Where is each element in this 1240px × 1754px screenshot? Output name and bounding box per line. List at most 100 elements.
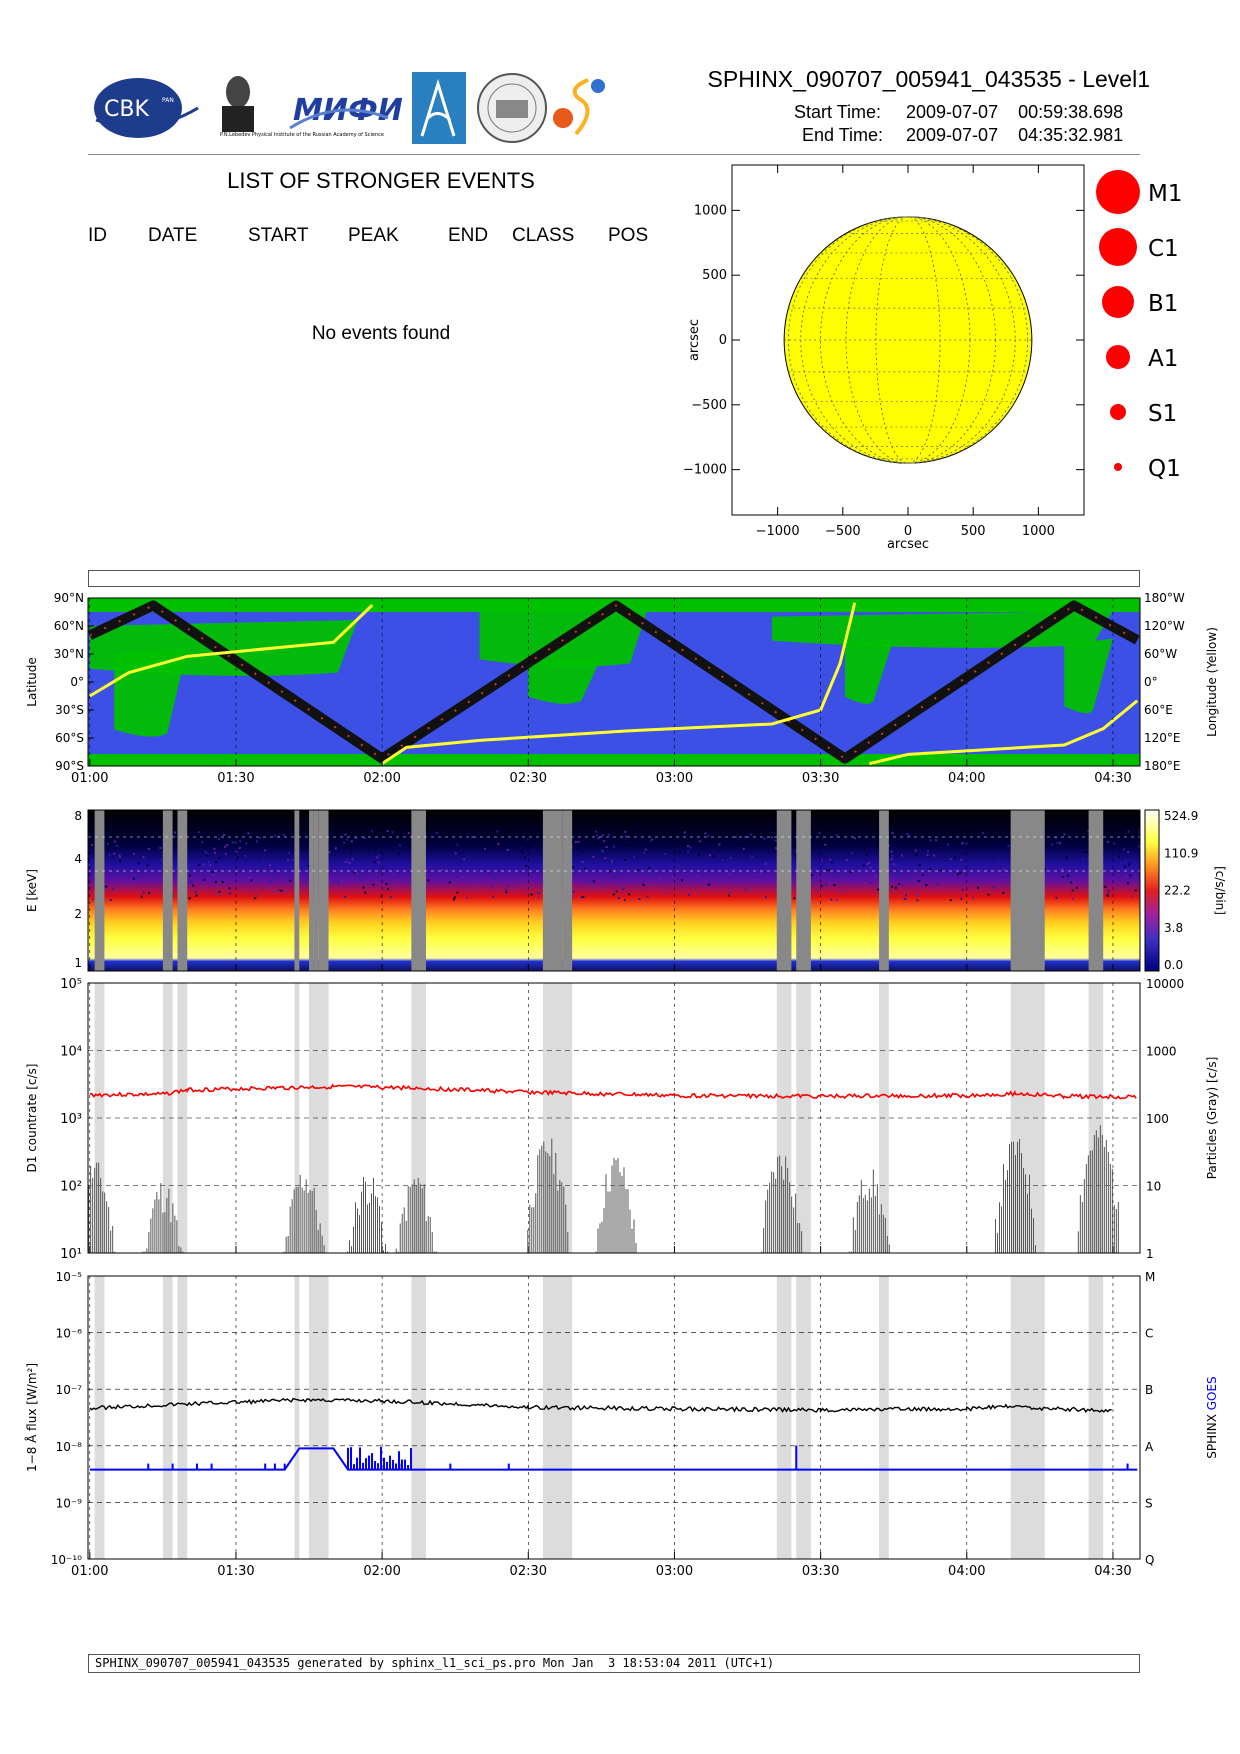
spectrogram-noise [646, 895, 649, 898]
spectrogram-noise [764, 895, 767, 898]
countrate-frame [87, 982, 1141, 1254]
spectrogram-noise [107, 848, 110, 851]
goes-flux-line [89, 1447, 1138, 1471]
spectrogram-noise [890, 850, 893, 853]
time-tick-label: 04:00 [948, 771, 985, 786]
legend-label: B1 [1148, 291, 1178, 317]
time-tick-label: 04:00 [948, 1564, 985, 1579]
data-gap-shade [879, 1276, 889, 1559]
spectrogram-noise [996, 860, 999, 863]
legend-label: A1 [1148, 346, 1178, 372]
disk-y-tick-label: −500 [691, 398, 727, 413]
spectrogram-noise [916, 894, 919, 897]
spectrogram-noise [137, 876, 140, 879]
spectrogram-noise [1107, 840, 1110, 843]
spectrogram-noise [225, 840, 228, 843]
legend-marker [1102, 286, 1134, 318]
spectrogram-noise [204, 851, 207, 854]
spectrogram-noise [877, 884, 880, 887]
spectrogram-noise [1002, 868, 1005, 871]
spectrogram-noise [815, 839, 818, 842]
spectrogram-noise [263, 830, 266, 833]
spectrogram-noise [607, 833, 610, 836]
countrate-tick-label: 10² [60, 1180, 82, 1195]
spectrogram-noise [597, 837, 600, 840]
spectrogram-noise [1061, 868, 1064, 871]
spectrogram-noise [1127, 863, 1130, 866]
colorbar-label: [c/s/bin] [1213, 866, 1227, 915]
spectrogram-noise [763, 837, 766, 840]
flux-panel: 01:00 01:30 02:00 02:30 03:00 03:30 04:00 04:30… [24, 1270, 1219, 1579]
spectrogram-noise [344, 895, 347, 898]
spectrogram-noise [1063, 833, 1066, 836]
spectrogram-noise [793, 897, 796, 900]
lat-tick-label: 30°N [54, 647, 84, 661]
spectrogram-noise [939, 869, 942, 872]
spectrogram-noise [231, 841, 234, 844]
spectrogram-noise [364, 891, 367, 894]
disk-x-tick-label: −1000 [756, 524, 800, 539]
spectrogram-noise [671, 875, 674, 878]
spectrogram-noise [815, 888, 818, 891]
spectrogram-noise [205, 854, 208, 857]
spectrogram-noise [572, 866, 575, 869]
spectrogram-noise [623, 899, 626, 902]
start-time-value: 2009-07-07 00:59:38.698 [906, 102, 1124, 122]
spectrogram-noise [112, 888, 115, 891]
spectrogram-noise [699, 840, 702, 843]
spectrogram-noise [790, 879, 793, 882]
spectrogram-noise [637, 868, 640, 871]
header-divider [88, 154, 1140, 155]
colorbar-tick-label: 3.8 [1164, 921, 1183, 935]
spectrogram-noise [373, 848, 376, 851]
lat-tick-label: 90°S [55, 759, 84, 773]
spectrogram-noise [749, 833, 752, 836]
spectrogram-noise [624, 830, 627, 833]
time-tick-label: 01:00 [71, 771, 108, 786]
time-tick-label: 01:30 [217, 771, 254, 786]
spectrogram-noise [845, 858, 848, 861]
flux-tick-label: 10⁻⁸ [56, 1440, 83, 1454]
spectrogram-noise [770, 836, 773, 839]
spectrogram-noise [526, 892, 529, 895]
spectrogram-noise [820, 859, 823, 862]
saa-region [844, 638, 894, 704]
spectrogram-noise [619, 885, 622, 888]
data-gap-shade [313, 1276, 319, 1559]
spectrogram-noise [471, 835, 474, 838]
spectrogram-noise [759, 872, 762, 875]
goes-class-label: C [1145, 1327, 1153, 1341]
spectrogram-noise [255, 840, 258, 843]
disk-x-tick-label: 1000 [1022, 524, 1055, 539]
spectrogram-noise [751, 855, 754, 858]
spectrogram-noise [146, 864, 149, 867]
goes-class-label: Q [1145, 1553, 1154, 1567]
spectrogram-noise [1113, 842, 1116, 845]
data-gap-shade [318, 1276, 329, 1559]
spectrogram-noise [129, 843, 132, 846]
legend-marker [1110, 404, 1126, 420]
lon-tick-label: 180°W [1144, 591, 1185, 605]
spectrogram-noise [1106, 892, 1109, 895]
spectrogram-noise [199, 834, 202, 837]
spectrogram-noise [1106, 894, 1109, 897]
spectrogram-noise [289, 879, 292, 882]
spectrogram-noise [758, 875, 761, 878]
spectrogram-noise [119, 860, 122, 863]
spectrogram-noise [521, 877, 524, 880]
spectrogram-noise [734, 867, 737, 870]
spectrogram-noise [337, 882, 340, 885]
spectrogram-noise [684, 831, 687, 834]
spectrogram-noise [127, 880, 130, 883]
spectrogram-noise [933, 854, 936, 857]
spectrogram-noise [926, 850, 929, 853]
cbk-text: CBK [104, 97, 149, 122]
spectrogram-noise [992, 886, 995, 889]
spectrogram-noise [142, 855, 145, 858]
spectrogram-noise [794, 855, 797, 858]
particles-tick-label: 10 [1146, 1180, 1161, 1194]
spectrogram-noise [450, 846, 453, 849]
spectrogram-noise [712, 855, 715, 858]
energy-tick-label: 4 [74, 852, 82, 866]
spectrogram-noise [1070, 881, 1073, 884]
